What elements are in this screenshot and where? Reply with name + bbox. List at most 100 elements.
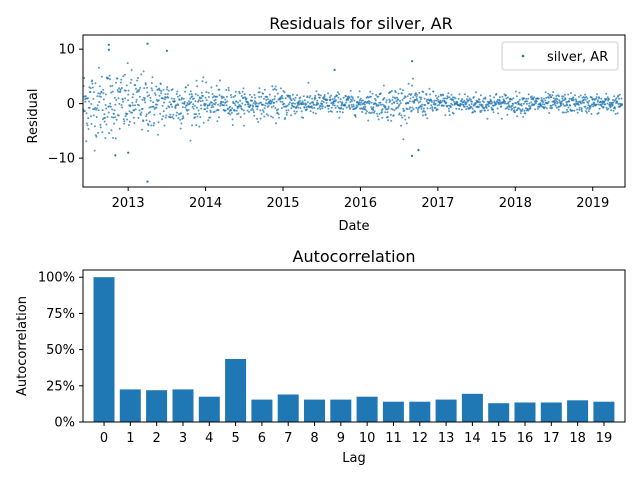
residual-point (423, 97, 426, 100)
residual-point (163, 124, 166, 127)
residual-point (359, 103, 362, 106)
residual-point (530, 95, 533, 98)
residual-point (498, 99, 501, 102)
autocorrelation-bar (225, 359, 247, 422)
residual-point (258, 96, 261, 98)
residual-point (206, 110, 208, 113)
residual-point (478, 105, 481, 108)
residual-point (362, 99, 364, 102)
residual-point (298, 103, 301, 106)
residual-point (124, 89, 127, 92)
residual-point (130, 78, 133, 81)
residual-point (108, 74, 111, 77)
residual-point (190, 101, 193, 104)
residual-point (126, 112, 129, 115)
residual-point (379, 92, 382, 95)
residual-point (166, 93, 169, 95)
residual-point (173, 100, 176, 103)
residual-point (85, 140, 88, 143)
residual-point (527, 109, 530, 112)
residual-point (574, 105, 577, 107)
residual-point (316, 99, 319, 102)
residual-point (90, 103, 93, 105)
residual-point (271, 116, 274, 119)
residual-point (496, 107, 499, 110)
residual-point (453, 100, 455, 103)
residual-point (135, 100, 138, 103)
residual-point (237, 112, 240, 115)
residual-point (338, 93, 341, 96)
residual-point (128, 110, 131, 113)
residual-point (95, 135, 98, 138)
residual-point (231, 107, 234, 110)
residual-point (495, 92, 498, 95)
residual-point (351, 105, 354, 108)
residual-point (502, 98, 505, 101)
residual-point (295, 105, 298, 108)
residual-point (120, 87, 123, 89)
residual-point (518, 98, 521, 101)
residual-point (259, 109, 262, 112)
residual-point (585, 95, 588, 98)
residual-point (206, 107, 209, 110)
residual-point (408, 107, 411, 110)
residual-point (605, 92, 608, 95)
residual-point (331, 104, 334, 106)
residual-point (496, 98, 499, 101)
residual-point (225, 89, 228, 91)
residual-point (393, 101, 396, 104)
residual-point (285, 109, 288, 112)
x-tick-label: 6 (258, 431, 266, 446)
residual-point (448, 114, 451, 117)
residual-point (292, 97, 295, 100)
residual-point (153, 113, 156, 116)
residual-point (572, 98, 575, 101)
residual-point (145, 115, 148, 118)
residual-point (572, 96, 575, 99)
residual-point (234, 90, 237, 93)
residual-point (208, 102, 211, 105)
residual-point (299, 96, 302, 99)
residual-point (433, 99, 436, 102)
residual-point (124, 97, 127, 100)
residual-point (198, 125, 201, 128)
residual-point (196, 115, 199, 118)
residual-point (570, 92, 572, 95)
residual-point (381, 111, 383, 114)
residual-point (119, 90, 122, 93)
residual-point (230, 109, 233, 112)
residual-point (291, 93, 294, 96)
residual-point (512, 102, 515, 105)
residual-point (293, 110, 296, 113)
residual-point (554, 104, 557, 107)
residual-point (585, 111, 588, 114)
residual-point (584, 98, 587, 101)
autocorrelation-plot-frame (82, 269, 626, 423)
residual-point (241, 90, 244, 93)
residual-outlier-point (333, 68, 336, 71)
residual-point (386, 116, 389, 118)
residual-point (554, 101, 557, 104)
residual-point (226, 108, 229, 111)
residual-point (500, 117, 503, 120)
residual-point (96, 104, 99, 107)
residual-point (420, 107, 423, 110)
residual-point (608, 98, 610, 100)
residual-point (410, 109, 413, 112)
residual-point (186, 112, 189, 115)
residual-point (302, 95, 305, 98)
residual-point (506, 113, 509, 116)
residual-point (527, 97, 530, 100)
residual-point (227, 86, 230, 89)
residual-point (302, 103, 305, 106)
residual-point (100, 75, 103, 78)
residual-point (109, 102, 112, 105)
residual-point (387, 105, 390, 108)
autocorrelation-bar (567, 400, 589, 422)
residual-point (288, 101, 291, 104)
residual-point (191, 105, 194, 108)
residual-point (144, 82, 147, 85)
residual-point (267, 98, 269, 101)
residual-point (489, 94, 492, 97)
y-tick-label: 10 (58, 43, 75, 58)
